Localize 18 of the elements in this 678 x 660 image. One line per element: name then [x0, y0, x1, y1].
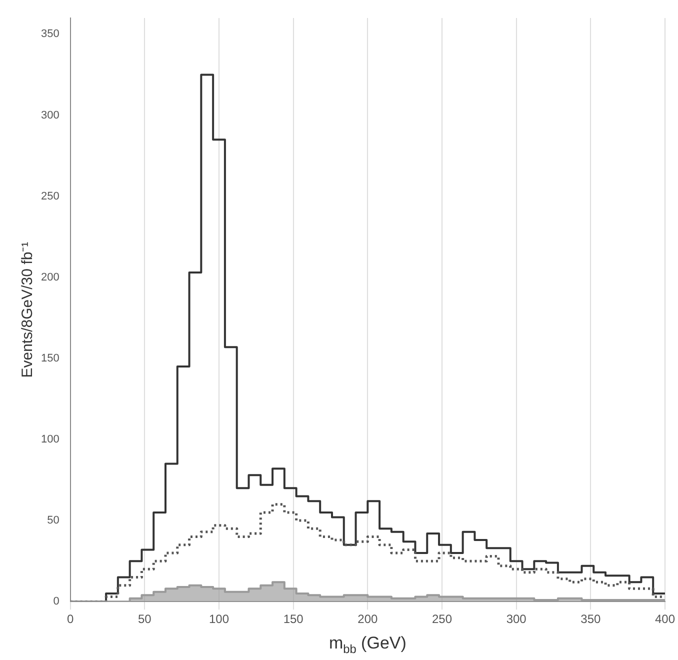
y-tick-label: 100 [40, 434, 60, 446]
x-tick-label: 250 [432, 612, 452, 626]
y-tick-label: 200 [40, 271, 60, 284]
x-tick-label: 50 [138, 612, 152, 626]
y-tick-label: 300 [40, 109, 60, 122]
y-axis-title: Events/8GeV/30 fb⁻¹ [19, 242, 36, 378]
y-tick-label: 250 [40, 190, 60, 202]
x-tick-label: 150 [283, 612, 304, 626]
y-tick-label: 350 [40, 28, 60, 40]
y-tick-label: 0 [53, 596, 60, 608]
y-tick-label: 50 [47, 514, 60, 527]
x-tick-label: 300 [506, 612, 527, 626]
x-tick-label: 100 [208, 612, 230, 626]
x-tick-label: 400 [654, 612, 676, 626]
x-tick-label: 0 [67, 612, 74, 626]
y-tick-label: 150 [40, 352, 60, 364]
x-tick-label: 350 [580, 612, 601, 626]
x-tick-label: 200 [358, 612, 378, 626]
